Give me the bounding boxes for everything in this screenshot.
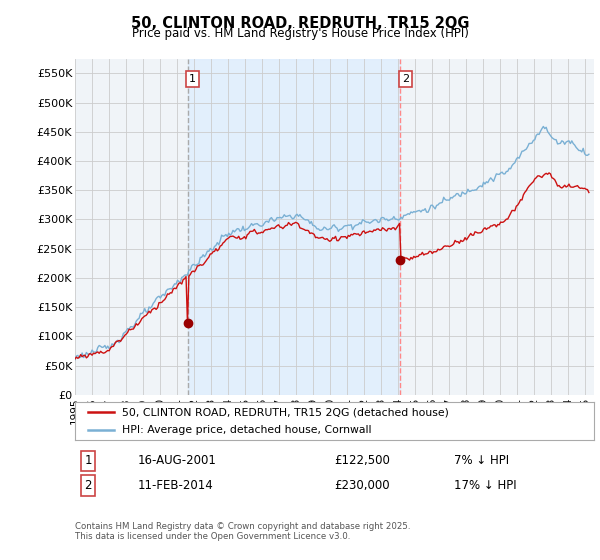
Text: 2: 2 [84,479,92,492]
Text: 2: 2 [402,74,409,84]
Bar [188,59,400,395]
Text: 7% ↓ HPI: 7% ↓ HPI [454,454,509,468]
Text: 17% ↓ HPI: 17% ↓ HPI [454,479,517,492]
Text: £230,000: £230,000 [335,479,390,492]
Text: Price paid vs. HM Land Registry's House Price Index (HPI): Price paid vs. HM Land Registry's House … [131,27,469,40]
Text: Contains HM Land Registry data © Crown copyright and database right 2025.
This d: Contains HM Land Registry data © Crown c… [75,522,410,542]
Text: HPI: Average price, detached house, Cornwall: HPI: Average price, detached house, Corn… [122,425,371,435]
Text: 1: 1 [84,454,92,468]
Text: 50, CLINTON ROAD, REDRUTH, TR15 2QG: 50, CLINTON ROAD, REDRUTH, TR15 2QG [131,16,469,31]
Text: 1: 1 [189,74,196,84]
Text: 11-FEB-2014: 11-FEB-2014 [137,479,213,492]
Text: 16-AUG-2001: 16-AUG-2001 [137,454,216,468]
Text: 50, CLINTON ROAD, REDRUTH, TR15 2QG (detached house): 50, CLINTON ROAD, REDRUTH, TR15 2QG (det… [122,407,449,417]
Text: £122,500: £122,500 [335,454,391,468]
